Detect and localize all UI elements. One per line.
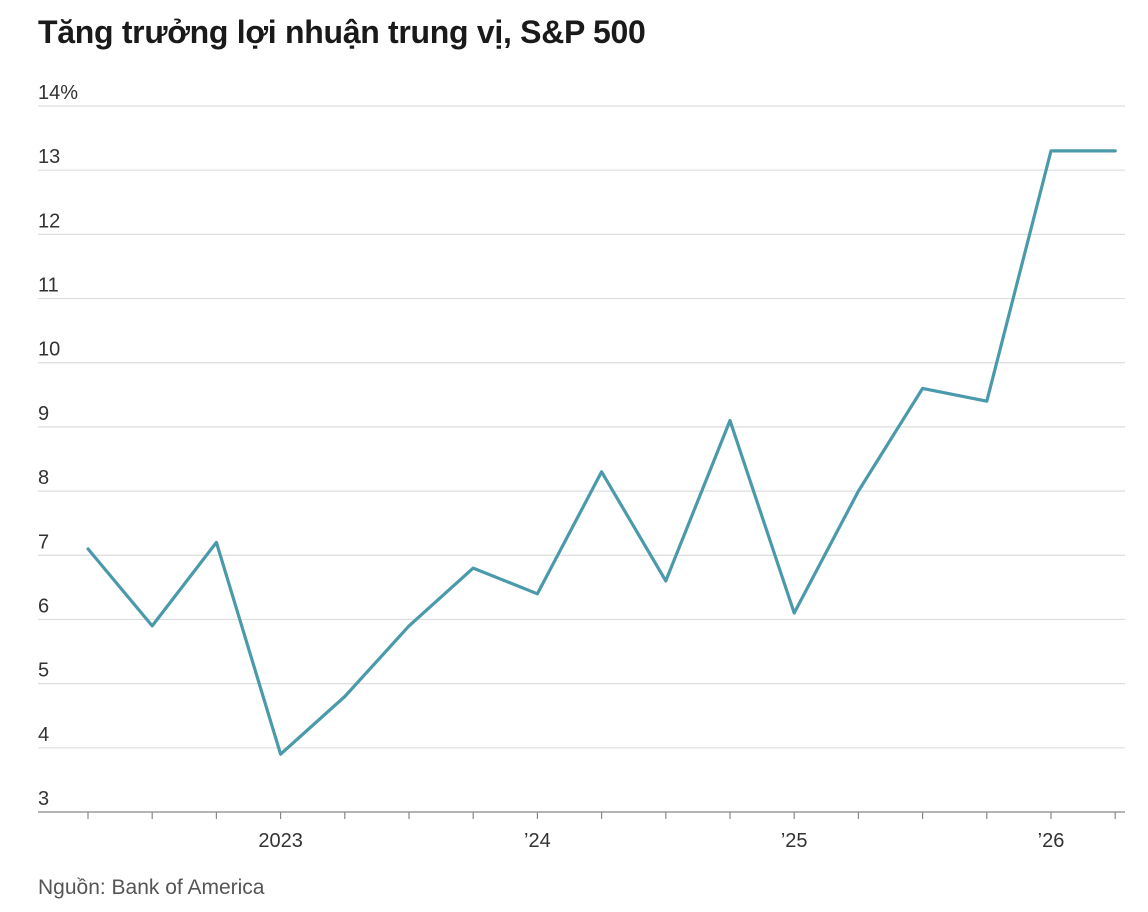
y-tick-label: 8 (38, 467, 49, 489)
x-tick-label: 2023 (258, 830, 303, 852)
y-tick-label: 4 (38, 724, 49, 746)
series-layer (86, 149, 1117, 756)
y-axis-tick-labels: 3 4 5 6 7 8 9 10 11 12 13 14% (38, 82, 78, 810)
y-tick-label: 13 (38, 146, 60, 168)
grid-layer (38, 105, 1125, 749)
series-line (86, 149, 1117, 756)
y-tick-label: 10 (38, 339, 60, 361)
y-tick-label: 12 (38, 210, 60, 232)
x-tick-label: ’24 (524, 830, 551, 852)
y-tick-label: 9 (38, 403, 49, 425)
y-tick-label: 11 (38, 275, 59, 297)
y-tick-label: 14% (38, 82, 78, 104)
x-tick-label: ’26 (1038, 830, 1065, 852)
y-tick-label: 7 (38, 531, 49, 553)
x-axis: 2023 ’24 ’25 ’26 (38, 811, 1125, 852)
chart-title: Tăng trưởng lợi nhuận trung vị, S&P 500 (38, 14, 646, 50)
x-tick-label: ’25 (781, 830, 808, 852)
y-tick-label: 3 (38, 788, 49, 810)
y-tick-label: 5 (38, 660, 49, 682)
y-tick-label: 6 (38, 595, 49, 617)
source-note: Nguồn: Bank of America (38, 876, 265, 899)
